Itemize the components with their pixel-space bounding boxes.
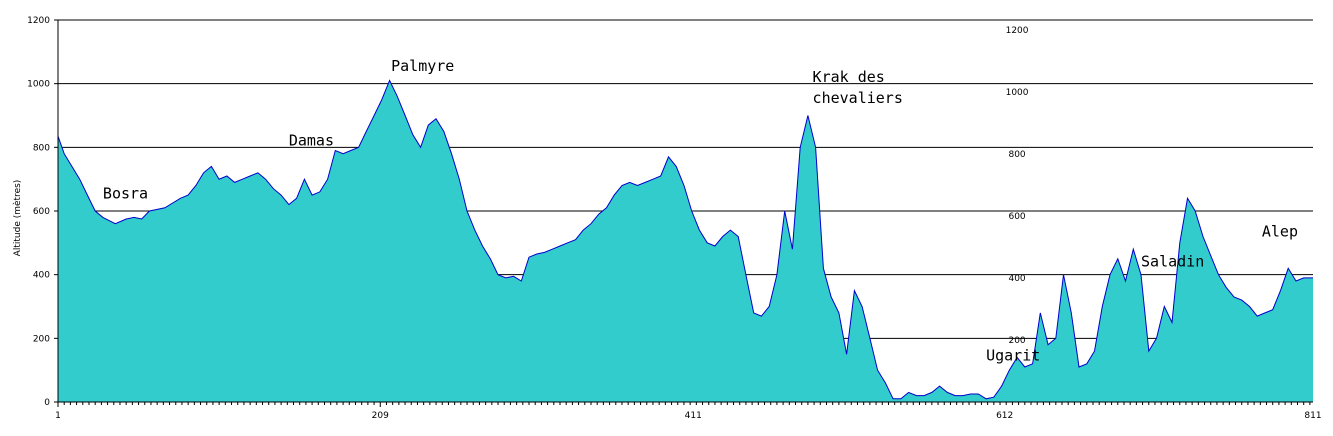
place-label: Krak des bbox=[813, 68, 885, 86]
place-label: Alep bbox=[1262, 222, 1298, 240]
plot-area bbox=[57, 79, 1313, 402]
y-tick-label: 400 bbox=[33, 271, 50, 281]
y-tick-label-secondary: 1200 bbox=[1006, 26, 1029, 36]
y-tick-label-secondary: 800 bbox=[1008, 150, 1025, 160]
place-label: Palmyre bbox=[391, 57, 454, 75]
y-tick-label-secondary: 400 bbox=[1008, 274, 1025, 284]
y-tick-label-secondary: 1000 bbox=[1006, 88, 1029, 98]
y-tick-label-secondary: 200 bbox=[1008, 336, 1025, 346]
y-tick-labels-secondary: 200 400 600 800 1000 1200 bbox=[1006, 26, 1029, 346]
elevation-area bbox=[58, 80, 1313, 402]
y-tick-label: 1200 bbox=[27, 16, 50, 26]
y-tick-label: 200 bbox=[33, 334, 50, 344]
elevation-line bbox=[57, 79, 1313, 400]
place-label: Bosra bbox=[103, 184, 148, 202]
place-label: Saladin bbox=[1141, 253, 1204, 271]
x-tick-label: 209 bbox=[372, 411, 389, 421]
place-annotations: Bosra Damas Palmyre Krak des chevaliers Ugari… bbox=[103, 57, 1298, 365]
y-tick-label: 0 bbox=[44, 398, 50, 408]
y-tick-label: 800 bbox=[33, 143, 50, 153]
y-tick-label-secondary: 600 bbox=[1008, 212, 1025, 222]
y-tick-label: 1000 bbox=[27, 80, 50, 90]
axes bbox=[54, 19, 1313, 407]
y-tick-label: 600 bbox=[33, 207, 50, 217]
y-tick-labels: 0 200 400 600 800 1000 1200 bbox=[27, 16, 50, 408]
place-label: Ugarit bbox=[986, 347, 1040, 365]
x-tick-label: 1 bbox=[55, 411, 61, 421]
x-tick-label: 811 bbox=[1304, 411, 1321, 421]
y-axis-label: Altitude (mètres) bbox=[12, 180, 23, 257]
place-label: chevaliers bbox=[813, 89, 903, 107]
x-tick-label: 612 bbox=[996, 411, 1013, 421]
x-tick-label: 411 bbox=[685, 411, 702, 421]
place-label: Damas bbox=[289, 132, 334, 150]
x-tick-labels: 1 209 411 612 811 bbox=[55, 411, 1321, 421]
